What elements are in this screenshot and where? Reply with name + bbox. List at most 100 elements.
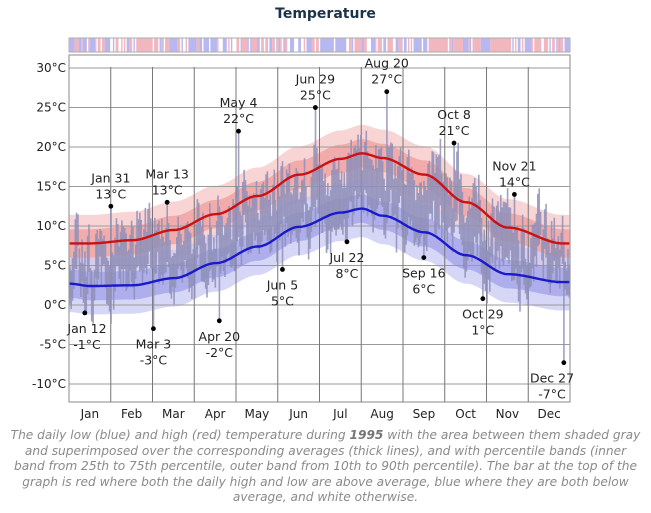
daily-bar [231,239,233,268]
daily-bar [101,239,104,266]
anomaly-segment [285,38,288,52]
daily-bar [156,223,159,253]
anomaly-segment [278,38,281,52]
anomaly-segment [468,38,470,52]
daily-bar [397,166,399,229]
daily-bar [108,266,111,312]
daily-bar [210,227,212,269]
daily-bar [226,217,229,255]
annotation-value: 13°C [152,182,183,197]
annotation-dot [451,140,457,146]
daily-bar [123,228,126,270]
daily-bar [371,159,373,216]
daily-bar [277,184,280,234]
anomaly-segment [560,38,564,52]
daily-bar [451,208,454,253]
anomaly-segment [311,38,315,52]
anomaly-segment [272,38,275,52]
daily-bar [541,239,543,261]
anomaly-segment [101,38,105,52]
daily-bar [528,262,531,288]
daily-bar [349,153,351,201]
anomaly-segment [78,38,82,52]
y-tick-label: 0°C [44,298,66,312]
daily-bar [355,149,358,209]
daily-bar [177,216,179,269]
daily-bar [539,211,542,236]
daily-bar [106,257,108,304]
daily-bar [362,155,365,213]
daily-bar [274,200,277,234]
anomaly-segment [348,38,352,52]
annotation-date: Oct 8 [437,107,471,122]
y-axis-ticks: 30°C 25°C 20°C 15°C 10°C 5°C 0°C -5°C -10°C [32,61,66,391]
daily-bar [417,193,420,248]
daily-bar [509,207,512,251]
daily-bar [344,187,347,243]
daily-bar [360,135,362,193]
annotation-date: May 4 [220,95,258,110]
anomaly-segment [354,38,362,52]
daily-bar [318,162,321,222]
daily-bar [247,205,249,255]
daily-bar [535,213,538,267]
y-tick-label: 10°C [36,219,66,233]
anomaly-segment [133,38,135,52]
daily-bar [545,203,547,258]
daily-bar [122,226,125,288]
daily-bar [133,257,136,300]
daily-bar [171,256,174,287]
daily-bar [332,160,335,226]
daily-bar [491,198,494,264]
daily-bar [546,238,549,280]
daily-bar [335,169,337,236]
anomaly-segment [351,38,354,52]
x-tick-label: May [244,407,269,421]
daily-bar [460,174,462,240]
annotation-date: Jun 5 [266,277,298,292]
anomaly-segment [559,38,561,52]
daily-bar [118,246,120,279]
daily-bar [71,258,74,301]
daily-bar [232,199,234,266]
daily-bar [192,249,195,286]
anomaly-segment [556,38,558,52]
average-high-line [69,152,570,245]
daily-bar [261,184,263,242]
daily-bar [498,212,501,269]
daily-bar [480,218,483,273]
daily-bar [188,231,190,293]
daily-bar [490,213,492,257]
daily-bar [176,237,178,279]
daily-bar [436,157,439,225]
daily-bar [209,203,211,271]
daily-bar [154,217,156,274]
anomaly-segment [284,38,286,52]
annotation-dot [312,105,318,110]
daily-bar [259,189,262,248]
daily-bar [530,238,532,287]
y-tick-label: 25°C [36,101,66,115]
annotation: May 422°C [220,95,258,134]
anomaly-segment [289,38,295,52]
daily-bar [316,148,318,200]
annotation-dot [384,89,390,95]
anomaly-segment [81,38,83,52]
anomaly-segment [217,38,219,52]
daily-bar [425,189,428,252]
anomaly-segment [104,38,111,52]
daily-bar [214,248,217,288]
annotation-value: 25°C [300,88,331,103]
anomaly-segment [126,38,130,52]
annotation-value: 1°C [471,323,494,338]
daily-bar [181,244,184,283]
daily-bar [563,241,565,363]
daily-bar [305,186,307,226]
anomaly-segment [549,38,551,52]
daily-bar [561,215,564,264]
daily-bar [329,190,332,254]
daily-bar [364,142,366,190]
daily-bar [187,221,189,279]
anomaly-segment [361,38,365,52]
x-tick-label: Dec [538,407,561,421]
